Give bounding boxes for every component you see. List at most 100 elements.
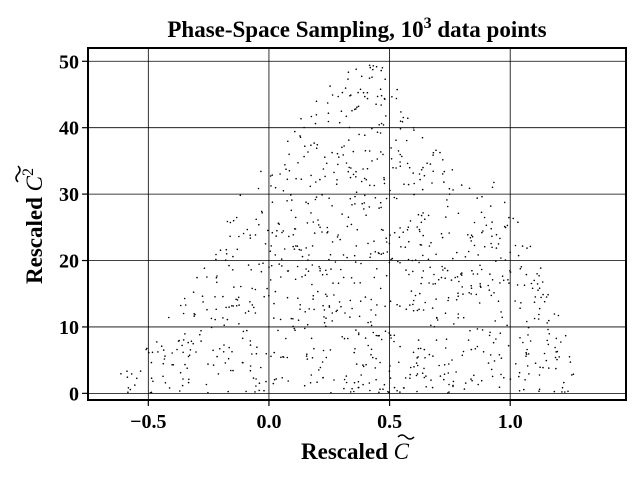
data-point	[547, 293, 549, 296]
data-point	[247, 310, 250, 313]
data-point	[378, 207, 380, 209]
data-point	[238, 304, 240, 306]
data-point	[279, 173, 281, 175]
data-point	[533, 317, 536, 320]
data-points	[120, 64, 575, 394]
data-point	[254, 234, 257, 236]
data-point	[433, 273, 435, 276]
data-point	[439, 375, 442, 377]
data-point	[329, 253, 332, 256]
data-point	[435, 298, 437, 300]
data-point	[412, 303, 414, 306]
data-point	[351, 307, 353, 310]
data-point	[568, 356, 571, 358]
data-point	[453, 323, 455, 325]
data-point	[201, 295, 204, 298]
data-point	[227, 357, 230, 360]
data-point	[407, 117, 409, 119]
data-point	[497, 243, 500, 245]
data-point	[384, 305, 386, 308]
data-point	[548, 319, 550, 322]
data-point	[480, 268, 483, 271]
data-point	[520, 266, 523, 268]
data-point	[236, 248, 239, 251]
data-point	[229, 235, 231, 238]
data-point	[539, 267, 542, 269]
data-point	[444, 312, 447, 315]
data-point	[344, 87, 347, 89]
data-point	[333, 171, 335, 174]
data-point	[369, 66, 372, 69]
data-point	[291, 199, 293, 201]
data-point	[545, 359, 548, 362]
data-point	[497, 300, 500, 303]
data-point	[229, 221, 232, 224]
data-point	[353, 351, 356, 354]
data-point	[452, 257, 454, 260]
data-point	[400, 246, 402, 248]
data-point	[328, 305, 331, 307]
data-point	[231, 305, 233, 307]
data-point	[495, 247, 498, 249]
data-point	[512, 217, 514, 220]
data-point	[279, 318, 282, 321]
data-point	[162, 375, 164, 378]
data-point	[325, 269, 327, 272]
data-point	[391, 96, 393, 98]
data-point	[491, 375, 494, 378]
data-point	[507, 344, 510, 347]
data-point	[434, 282, 437, 285]
data-point	[373, 240, 375, 242]
data-point	[451, 359, 453, 361]
data-point	[326, 102, 329, 104]
data-point	[271, 201, 274, 203]
data-point	[307, 151, 309, 153]
data-point	[340, 110, 343, 112]
data-point	[228, 264, 230, 267]
data-point	[337, 282, 340, 285]
data-point	[376, 304, 378, 306]
data-point	[331, 312, 334, 314]
data-point	[461, 272, 463, 274]
data-point	[355, 170, 357, 173]
data-point	[489, 273, 491, 275]
data-point	[345, 381, 348, 384]
data-point	[553, 390, 556, 393]
data-point	[555, 367, 557, 370]
data-point	[364, 337, 367, 339]
data-point	[536, 273, 538, 275]
data-point	[258, 382, 261, 385]
data-point	[362, 364, 364, 366]
data-point	[491, 221, 493, 223]
data-point	[268, 266, 270, 268]
data-point	[281, 231, 283, 234]
data-point	[285, 168, 287, 170]
data-point	[290, 209, 293, 212]
data-point	[317, 224, 320, 226]
data-point	[480, 286, 482, 289]
data-point	[192, 342, 194, 345]
data-point	[337, 163, 339, 166]
data-point	[355, 245, 358, 247]
data-point	[383, 178, 386, 181]
data-point	[444, 277, 447, 280]
data-point	[226, 318, 229, 321]
data-point	[450, 279, 453, 281]
data-point	[368, 77, 371, 79]
data-point	[428, 245, 431, 247]
data-point	[523, 284, 526, 287]
data-point	[347, 216, 350, 218]
data-point	[232, 369, 234, 372]
data-point	[369, 389, 371, 392]
data-point	[236, 299, 239, 301]
data-point	[402, 116, 405, 119]
data-point	[489, 205, 492, 207]
data-point	[288, 169, 291, 172]
data-point	[274, 186, 277, 189]
data-point	[409, 377, 411, 380]
data-point	[391, 257, 394, 260]
data-point	[426, 162, 428, 164]
data-point	[526, 247, 528, 249]
data-point	[271, 174, 274, 176]
data-point	[360, 180, 363, 183]
